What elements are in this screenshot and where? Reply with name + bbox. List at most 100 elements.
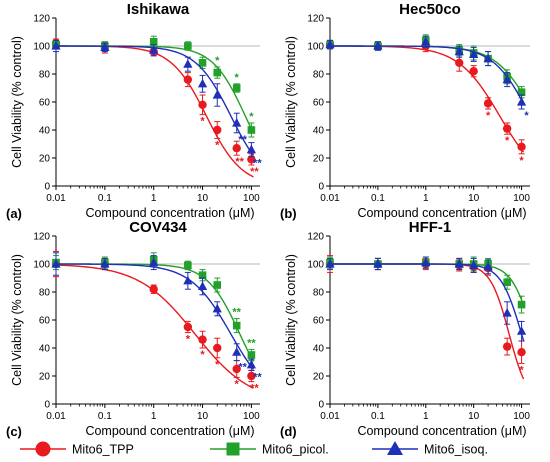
- y-tick-label: 80: [313, 288, 325, 299]
- data-point: [469, 67, 478, 76]
- data-point: [246, 359, 256, 369]
- y-tick-label: 120: [33, 232, 50, 243]
- y-axis-label: Cell Viability (% control): [10, 36, 24, 168]
- y-tick-label: 60: [313, 98, 325, 109]
- chart-panel: 0 20 40 60 80 100 120 0.01 0.1 1 10 100 Hec50co Compo…: [280, 1, 530, 221]
- data-point: [516, 326, 527, 335]
- significance-marker: *: [249, 111, 254, 123]
- data-point: [503, 278, 511, 286]
- data-point: [325, 39, 335, 49]
- legend-item: Mito6_picol.: [210, 442, 329, 457]
- panel-label: (c): [6, 424, 22, 439]
- x-tick-label: 0.1: [371, 411, 385, 422]
- data-point: [51, 41, 61, 50]
- significance-marker: *: [235, 72, 240, 84]
- y-tick-label: 80: [39, 288, 51, 299]
- legend-marker: [387, 441, 403, 455]
- y-tick-label: 20: [39, 372, 51, 383]
- y-tick-label: 0: [44, 400, 50, 411]
- y-tick-label: 20: [313, 154, 325, 165]
- significance-marker: *: [215, 55, 220, 67]
- data-point: [212, 90, 222, 99]
- fit-curve: [55, 263, 254, 370]
- data-point: [183, 322, 193, 332]
- x-tick-label: 1: [423, 411, 429, 422]
- series-Mito6_isoq.: ****: [51, 39, 262, 170]
- y-axis-label: Cell Viability (% control): [10, 254, 24, 386]
- data-point: [247, 155, 256, 164]
- y-tick-label: 60: [313, 316, 325, 327]
- x-axis-label: Compound concentration (μM): [357, 424, 526, 438]
- data-point: [232, 84, 241, 92]
- data-point: [212, 303, 222, 313]
- panel-label: (d): [280, 424, 297, 439]
- x-tick-label: 0.1: [371, 193, 385, 204]
- y-tick-label: 60: [39, 98, 51, 109]
- significance-marker: *: [215, 359, 220, 371]
- data-point: [100, 259, 110, 268]
- data-point: [184, 42, 192, 50]
- significance-marker: **: [238, 134, 247, 146]
- data-point: [421, 257, 431, 267]
- fit-curve: [55, 264, 254, 389]
- data-point: [149, 257, 159, 267]
- data-point: [455, 58, 464, 67]
- legend-marker: [226, 442, 240, 456]
- data-point: [197, 281, 208, 290]
- x-axis-label: Compound concentration (μM): [357, 206, 526, 220]
- significance-marker: **: [253, 158, 262, 170]
- data-point: [483, 99, 493, 108]
- x-tick-label: 10: [197, 411, 209, 422]
- legend-label: Mito6_TPP: [72, 443, 134, 457]
- y-tick-label: 100: [33, 42, 50, 53]
- data-point: [325, 259, 335, 268]
- x-axis-label: Compound concentration (μM): [85, 424, 254, 438]
- data-point: [246, 144, 256, 154]
- x-tick-label: 100: [513, 411, 530, 422]
- data-point: [197, 78, 208, 88]
- data-point: [247, 371, 256, 381]
- fit-curve: [330, 45, 525, 104]
- legend-label: Mito6_picol.: [262, 443, 329, 457]
- y-tick-label: 60: [39, 316, 51, 327]
- series-Mito6_isoq.: ****: [51, 252, 262, 383]
- significance-marker: *: [200, 116, 205, 128]
- data-point: [213, 281, 222, 289]
- data-point: [421, 36, 431, 46]
- data-point: [517, 88, 526, 96]
- data-point: [149, 45, 159, 54]
- data-point: [149, 285, 158, 294]
- y-tick-label: 20: [313, 372, 325, 383]
- data-point: [502, 308, 512, 317]
- y-tick-label: 40: [39, 126, 51, 137]
- series-Mito6_TPP: * * *: [325, 39, 526, 167]
- fit-curve: [330, 45, 525, 96]
- data-point: [469, 260, 479, 269]
- chart-panel: 0 20 40 60 80 100 120 0.01 0.1 1 10 100 HFF-1 Compoun…: [280, 219, 530, 439]
- fit-curve: [56, 45, 254, 156]
- data-point: [183, 59, 193, 68]
- y-tick-label: 120: [307, 232, 324, 243]
- legend-item: Mito6_TPP: [20, 441, 134, 457]
- x-tick-label: 0.1: [98, 411, 112, 422]
- significance-marker: *: [519, 155, 524, 167]
- x-tick-label: 0.01: [46, 193, 66, 204]
- fit-curve: [330, 263, 525, 306]
- data-point: [232, 144, 241, 153]
- data-point: [198, 335, 207, 344]
- data-point: [483, 53, 493, 63]
- data-point: [373, 259, 383, 268]
- x-tick-label: 1: [151, 411, 157, 422]
- panel-label: (b): [280, 206, 297, 221]
- series-Mito6_isoq.: [325, 256, 527, 342]
- y-tick-label: 40: [313, 126, 325, 137]
- y-tick-label: 80: [313, 70, 325, 81]
- fit-curve: [330, 263, 525, 341]
- y-tick-label: 40: [313, 344, 325, 355]
- y-tick-label: 0: [44, 182, 50, 193]
- significance-marker: *: [200, 349, 205, 361]
- y-tick-label: 120: [33, 14, 50, 25]
- fit-curve: [330, 45, 525, 153]
- panel-label: (a): [6, 206, 22, 221]
